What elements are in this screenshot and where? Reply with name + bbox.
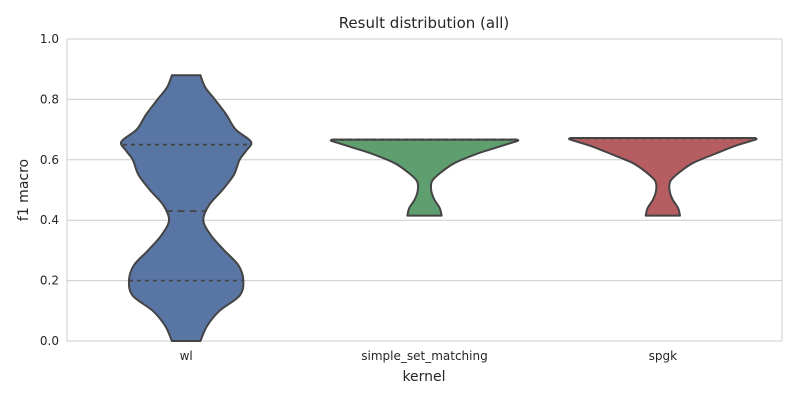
- x-tick-label: spgk: [649, 349, 677, 363]
- violin-body: [568, 137, 758, 217]
- plot-frame: [66, 38, 783, 342]
- x-tick-labels: wl simple_set_matching spgk: [180, 349, 678, 363]
- violin-body: [119, 74, 253, 342]
- violins: [119, 74, 758, 342]
- y-tick-label: 0.6: [40, 153, 59, 167]
- y-tick-label: 0.4: [40, 213, 59, 227]
- violin-body: [329, 138, 520, 217]
- violin-spgk: [568, 137, 758, 217]
- y-tick-label: 0.2: [40, 274, 59, 288]
- y-tick-labels: 0.0 0.2 0.4 0.6 0.8 1.0: [40, 32, 59, 348]
- y-tick-label: 0.8: [40, 92, 59, 106]
- y-axis-label: f1 macro: [16, 159, 32, 221]
- x-tick-label: wl: [180, 349, 193, 363]
- chart-title: Result distribution (all): [339, 14, 510, 32]
- y-tick-label: 1.0: [40, 32, 59, 46]
- violin-simple_set_matching: [329, 138, 520, 217]
- violin-wl: [119, 74, 253, 342]
- x-axis-label: kernel: [402, 369, 445, 385]
- y-tick-label: 0.0: [40, 334, 59, 348]
- x-tick-label: simple_set_matching: [361, 349, 487, 363]
